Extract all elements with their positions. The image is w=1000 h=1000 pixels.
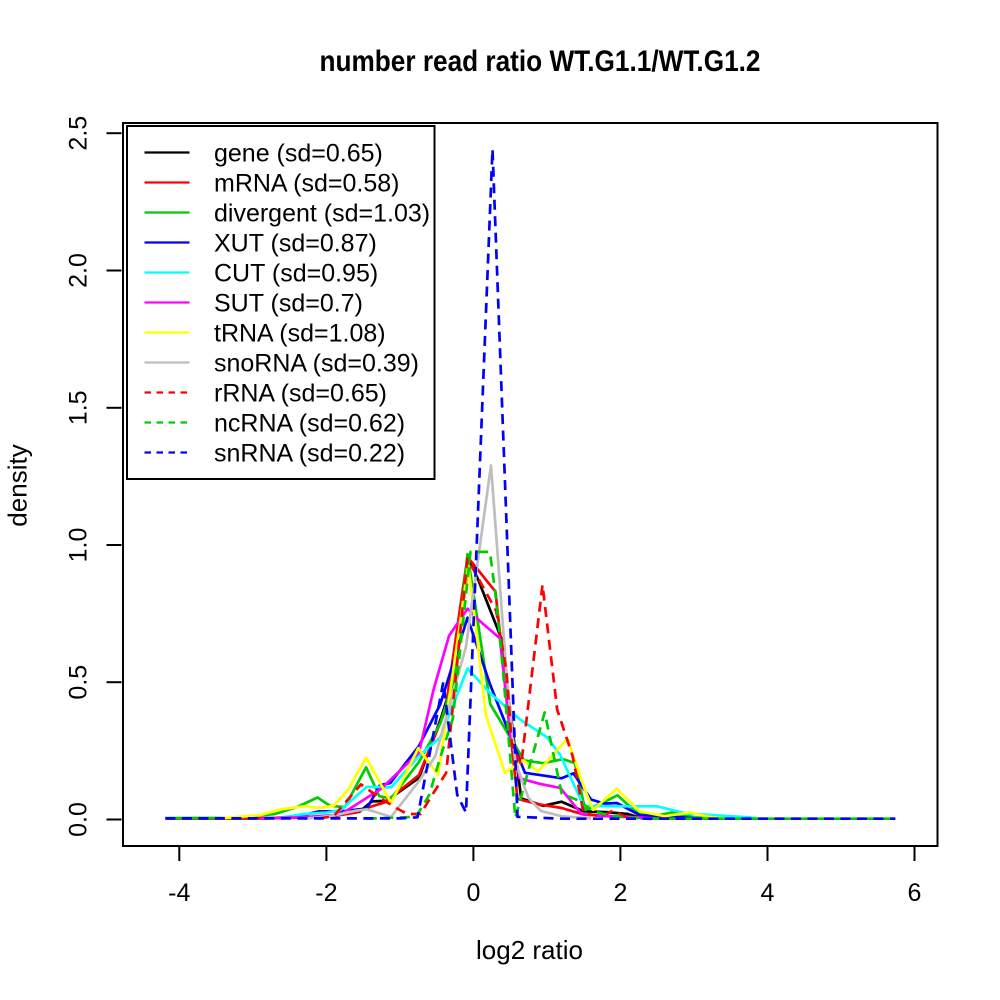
svg-text:0: 0 (466, 879, 480, 907)
svg-text:1.0: 1.0 (65, 528, 93, 563)
svg-text:6: 6 (908, 879, 922, 907)
svg-text:XUT (sd=0.87): XUT (sd=0.87) (214, 230, 377, 258)
svg-text:mRNA (sd=0.58): mRNA (sd=0.58) (214, 170, 400, 198)
svg-text:-2: -2 (315, 879, 337, 907)
svg-text:2.5: 2.5 (65, 116, 93, 151)
svg-text:rRNA (sd=0.65): rRNA (sd=0.65) (214, 380, 387, 408)
svg-text:number read ratio WT.G1.1/WT.G: number read ratio WT.G1.1/WT.G1.2 (320, 45, 761, 78)
svg-text:snRNA (sd=0.22): snRNA (sd=0.22) (214, 440, 405, 468)
svg-text:0.5: 0.5 (65, 665, 93, 700)
svg-text:ncRNA (sd=0.62): ncRNA (sd=0.62) (214, 410, 405, 438)
svg-text:log2 ratio: log2 ratio (476, 935, 583, 965)
svg-text:snoRNA (sd=0.39): snoRNA (sd=0.39) (214, 350, 419, 378)
svg-text:CUT (sd=0.95): CUT (sd=0.95) (214, 260, 378, 288)
svg-text:1.5: 1.5 (65, 390, 93, 425)
svg-text:2: 2 (613, 879, 627, 907)
svg-text:tRNA (sd=1.08): tRNA (sd=1.08) (214, 320, 386, 348)
svg-text:SUT (sd=0.7): SUT (sd=0.7) (214, 290, 363, 318)
svg-text:-4: -4 (168, 879, 190, 907)
svg-text:0.0: 0.0 (65, 802, 93, 837)
svg-text:density: density (3, 444, 33, 526)
svg-text:2.0: 2.0 (65, 253, 93, 288)
svg-text:4: 4 (761, 879, 775, 907)
svg-text:gene (sd=0.65): gene (sd=0.65) (214, 140, 383, 168)
svg-text:divergent (sd=1.03): divergent (sd=1.03) (214, 200, 430, 228)
